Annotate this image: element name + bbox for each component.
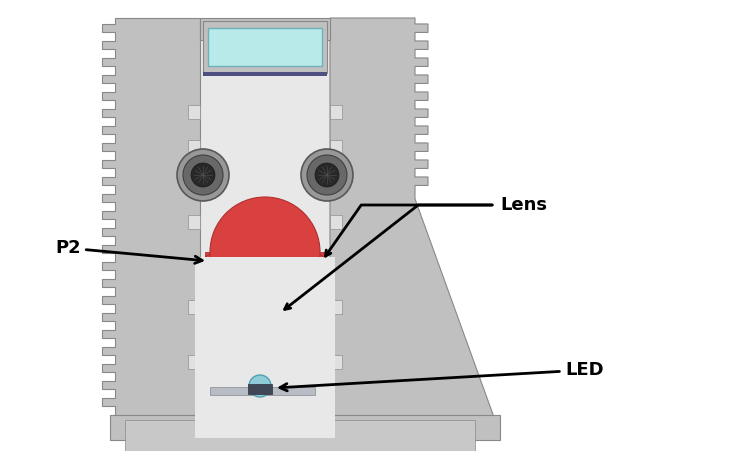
Polygon shape [102, 18, 200, 420]
Bar [210, 387, 315, 395]
Bar [330, 355, 342, 369]
Bar [205, 333, 325, 346]
Polygon shape [330, 18, 495, 420]
Bar [205, 252, 325, 265]
Bar [205, 355, 330, 400]
Ellipse shape [204, 335, 218, 353]
Ellipse shape [210, 197, 320, 307]
Bar [188, 105, 200, 119]
Circle shape [315, 163, 339, 187]
Bar [188, 140, 200, 154]
Bar [208, 28, 322, 66]
Bar [200, 30, 330, 410]
Text: Lens: Lens [500, 196, 547, 214]
Bar [195, 257, 335, 357]
Circle shape [183, 155, 223, 195]
Circle shape [307, 155, 347, 195]
Bar [330, 215, 342, 229]
Bar [203, 72, 327, 76]
Ellipse shape [311, 335, 325, 353]
Bar [248, 384, 272, 394]
Bar [188, 355, 200, 369]
Text: P2: P2 [55, 239, 202, 263]
Bar [200, 18, 330, 40]
Bar [330, 140, 342, 154]
Bar [110, 415, 500, 440]
Bar [188, 300, 200, 314]
Ellipse shape [215, 283, 315, 383]
Bar [195, 338, 335, 438]
Circle shape [191, 163, 215, 187]
Bar [125, 420, 475, 451]
Text: LED: LED [280, 361, 604, 391]
Bar [203, 21, 327, 73]
Circle shape [301, 149, 353, 201]
Ellipse shape [249, 375, 271, 397]
Ellipse shape [311, 254, 325, 272]
Bar [330, 105, 342, 119]
Circle shape [177, 149, 229, 201]
Ellipse shape [204, 254, 218, 272]
Bar [330, 300, 342, 314]
Bar [188, 215, 200, 229]
